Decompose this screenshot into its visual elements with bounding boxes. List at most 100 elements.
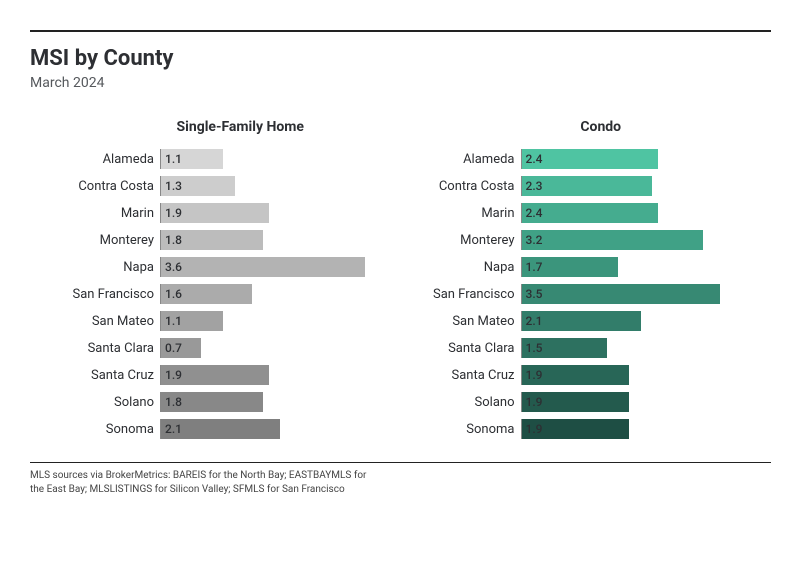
bar-value: 3.2 xyxy=(526,233,543,247)
chart-row: Santa Clara 1.5 xyxy=(431,336,772,360)
row-label: Napa xyxy=(431,260,521,275)
chart-row: Solano 1.8 xyxy=(70,390,411,414)
top-rule xyxy=(30,30,771,32)
chart-row: San Mateo 2.1 xyxy=(431,309,772,333)
row-label: Marin xyxy=(431,206,521,221)
bar-value: 1.9 xyxy=(526,395,543,409)
bar-area: 1.9 xyxy=(521,365,772,385)
bar-value: 1.5 xyxy=(526,341,543,355)
bar-area: 3.2 xyxy=(521,230,772,250)
bar-area: 1.9 xyxy=(521,419,772,439)
bar-area: 2.3 xyxy=(521,176,772,196)
chart-row: Napa 3.6 xyxy=(70,255,411,279)
page-title: MSI by County xyxy=(30,46,771,71)
chart-row: Alameda 2.4 xyxy=(431,147,772,171)
footnote-text: MLS sources via BrokerMetrics: BAREIS fo… xyxy=(30,469,370,496)
bar-area: 1.3 xyxy=(160,176,411,196)
chart-panel: Single-Family Home Alameda 1.1 Contra Costa… xyxy=(70,119,411,444)
bar-value: 1.9 xyxy=(526,422,543,436)
row-label: San Francisco xyxy=(70,287,160,302)
bar-value: 2.3 xyxy=(526,179,543,193)
chart-row: Marin 2.4 xyxy=(431,201,772,225)
page-subtitle: March 2024 xyxy=(30,75,771,91)
bar-area: 1.8 xyxy=(160,230,411,250)
row-label: Contra Costa xyxy=(70,179,160,194)
row-label: Napa xyxy=(70,260,160,275)
row-label: Alameda xyxy=(431,152,521,167)
bar-area: 1.1 xyxy=(160,149,411,169)
bar-value: 1.8 xyxy=(165,233,182,247)
bar-area: 2.1 xyxy=(521,311,772,331)
bar-value: 1.3 xyxy=(165,179,182,193)
bar-value: 3.6 xyxy=(165,260,182,274)
chart-row: Marin 1.9 xyxy=(70,201,411,225)
bar-area: 1.9 xyxy=(160,203,411,223)
bar xyxy=(161,257,365,277)
bar-area: 0.7 xyxy=(160,338,411,358)
bar-area: 2.4 xyxy=(521,149,772,169)
bar xyxy=(522,284,720,304)
row-label: San Francisco xyxy=(431,287,521,302)
chart-row: Santa Cruz 1.9 xyxy=(70,363,411,387)
row-label: Sonoma xyxy=(70,422,160,437)
bar-value: 1.6 xyxy=(165,287,182,301)
bar-value: 2.4 xyxy=(526,206,543,220)
bar-value: 2.1 xyxy=(526,314,543,328)
row-label: Marin xyxy=(70,206,160,221)
row-label: Monterey xyxy=(70,233,160,248)
bar-value: 1.9 xyxy=(165,368,182,382)
chart-row: San Francisco 3.5 xyxy=(431,282,772,306)
bar-value: 3.5 xyxy=(526,287,543,301)
row-label: Santa Cruz xyxy=(431,368,521,383)
chart-row: Napa 1.7 xyxy=(431,255,772,279)
chart-row: Sonoma 2.1 xyxy=(70,417,411,441)
chart-row: Contra Costa 2.3 xyxy=(431,174,772,198)
row-label: Solano xyxy=(70,395,160,410)
bar-area: 1.1 xyxy=(160,311,411,331)
bar-area: 1.6 xyxy=(160,284,411,304)
row-label: Santa Clara xyxy=(431,341,521,356)
chart-row: Monterey 1.8 xyxy=(70,228,411,252)
chart-row: Monterey 3.2 xyxy=(431,228,772,252)
row-label: Santa Cruz xyxy=(70,368,160,383)
charts-container: Single-Family Home Alameda 1.1 Contra Costa… xyxy=(30,119,771,444)
row-label: Alameda xyxy=(70,152,160,167)
bar-area: 2.4 xyxy=(521,203,772,223)
row-label: Contra Costa xyxy=(431,179,521,194)
panel-title: Single-Family Home xyxy=(70,119,411,135)
row-label: Sonoma xyxy=(431,422,521,437)
bottom-rule xyxy=(30,462,771,463)
chart-row: Solano 1.9 xyxy=(431,390,772,414)
bar-area: 3.5 xyxy=(521,284,772,304)
bar xyxy=(522,230,703,250)
chart-row: Alameda 1.1 xyxy=(70,147,411,171)
bar-value: 1.7 xyxy=(526,260,543,274)
bar-area: 1.9 xyxy=(160,365,411,385)
row-label: Santa Clara xyxy=(70,341,160,356)
row-label: Monterey xyxy=(431,233,521,248)
bar-area: 3.6 xyxy=(160,257,411,277)
bar-value: 1.9 xyxy=(165,206,182,220)
chart-row: San Mateo 1.1 xyxy=(70,309,411,333)
bar-area: 1.7 xyxy=(521,257,772,277)
bar-value: 1.1 xyxy=(165,152,182,166)
bar-value: 2.1 xyxy=(165,422,182,436)
row-label: San Mateo xyxy=(431,314,521,329)
bar-value: 1.9 xyxy=(526,368,543,382)
chart-row: Contra Costa 1.3 xyxy=(70,174,411,198)
panel-title: Condo xyxy=(431,119,772,135)
bar-area: 1.5 xyxy=(521,338,772,358)
bar-area: 1.8 xyxy=(160,392,411,412)
row-label: San Mateo xyxy=(70,314,160,329)
bar-value: 2.4 xyxy=(526,152,543,166)
chart-row: Sonoma 1.9 xyxy=(431,417,772,441)
chart-row: San Francisco 1.6 xyxy=(70,282,411,306)
chart-row: Santa Clara 0.7 xyxy=(70,336,411,360)
bar-value: 1.1 xyxy=(165,314,182,328)
row-label: Solano xyxy=(431,395,521,410)
bar-value: 1.8 xyxy=(165,395,182,409)
bar-area: 1.9 xyxy=(521,392,772,412)
chart-row: Santa Cruz 1.9 xyxy=(431,363,772,387)
bar-value: 0.7 xyxy=(165,341,182,355)
chart-panel: Condo Alameda 2.4 Contra Costa 2.3 Marin 2.4 Mo… xyxy=(431,119,772,444)
